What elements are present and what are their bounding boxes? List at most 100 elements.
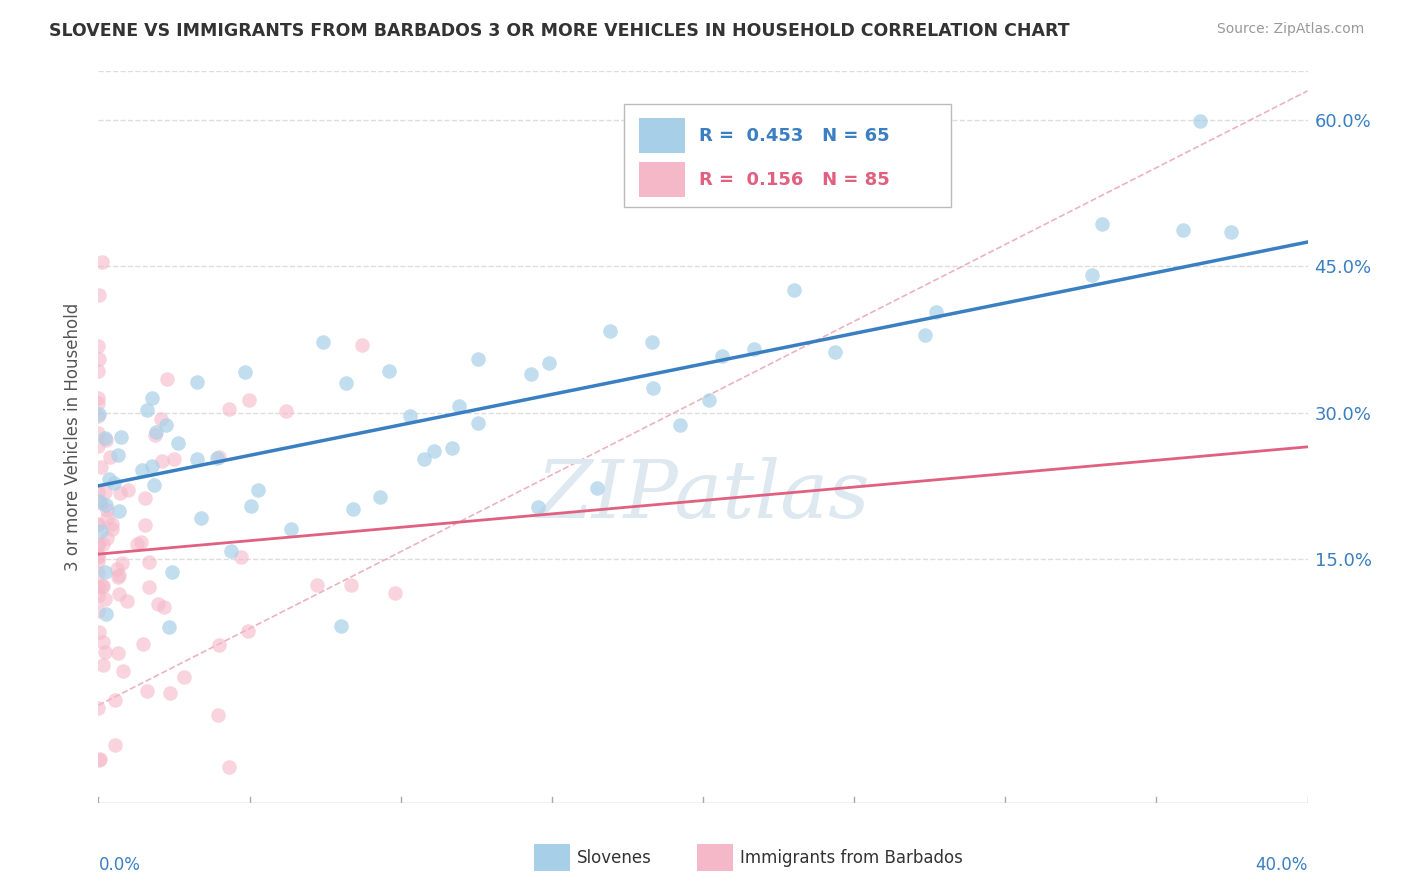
Point bbox=[87, 516, 110, 531]
Point bbox=[233, 365, 256, 379]
Point bbox=[135, 402, 157, 417]
Point bbox=[143, 427, 166, 442]
Text: SLOVENE VS IMMIGRANTS FROM BARBADOS 3 OR MORE VEHICLES IN HOUSEHOLD CORRELATION : SLOVENE VS IMMIGRANTS FROM BARBADOS 3 OR… bbox=[49, 22, 1070, 40]
Point bbox=[134, 517, 156, 532]
Point bbox=[307, 578, 329, 592]
Point bbox=[89, 751, 111, 765]
Point bbox=[125, 536, 148, 550]
Point bbox=[157, 620, 180, 634]
Point bbox=[218, 760, 240, 774]
Point bbox=[96, 503, 118, 517]
Point bbox=[117, 483, 139, 498]
Point bbox=[1091, 217, 1114, 231]
Point bbox=[162, 565, 184, 579]
Point bbox=[87, 425, 110, 440]
Point bbox=[163, 451, 186, 466]
Point bbox=[1189, 114, 1212, 128]
Point bbox=[93, 592, 115, 607]
Point bbox=[742, 342, 765, 356]
Point bbox=[141, 458, 163, 473]
Point bbox=[90, 459, 112, 474]
Point bbox=[422, 444, 444, 458]
Point bbox=[87, 624, 110, 639]
Point bbox=[641, 334, 664, 349]
Point bbox=[104, 693, 127, 707]
Point bbox=[107, 587, 129, 601]
Point bbox=[384, 586, 406, 600]
Point bbox=[586, 481, 609, 495]
Point bbox=[276, 404, 298, 418]
Point bbox=[91, 579, 114, 593]
Point bbox=[103, 475, 125, 490]
Point bbox=[236, 624, 259, 638]
Point bbox=[399, 409, 422, 424]
Point bbox=[94, 645, 117, 659]
Point bbox=[108, 568, 131, 582]
Point bbox=[467, 416, 489, 430]
Point bbox=[107, 448, 129, 462]
Point bbox=[112, 664, 135, 678]
Point bbox=[669, 417, 692, 432]
Point bbox=[108, 504, 131, 518]
FancyBboxPatch shape bbox=[697, 845, 734, 871]
Point bbox=[107, 646, 129, 660]
Point bbox=[186, 375, 208, 389]
FancyBboxPatch shape bbox=[534, 845, 569, 871]
Point bbox=[129, 535, 152, 549]
Text: 0.0%: 0.0% bbox=[98, 856, 141, 874]
Point bbox=[378, 363, 401, 377]
Point bbox=[87, 439, 110, 453]
FancyBboxPatch shape bbox=[638, 118, 685, 153]
Point bbox=[143, 478, 166, 492]
Point bbox=[94, 498, 117, 512]
Point bbox=[115, 594, 138, 608]
Point bbox=[156, 372, 179, 386]
Point bbox=[148, 597, 170, 611]
Point bbox=[90, 524, 112, 538]
Text: R =  0.453   N = 65: R = 0.453 N = 65 bbox=[699, 127, 890, 145]
Point bbox=[141, 391, 163, 405]
Point bbox=[87, 550, 110, 565]
Point bbox=[340, 578, 363, 592]
Point bbox=[413, 452, 436, 467]
Point bbox=[221, 544, 243, 558]
Point bbox=[150, 453, 173, 467]
Point bbox=[87, 548, 110, 562]
Point bbox=[94, 484, 117, 499]
Point bbox=[342, 502, 364, 516]
Point bbox=[208, 450, 231, 464]
Point bbox=[87, 396, 110, 410]
Text: ZIPatlas: ZIPatlas bbox=[536, 457, 870, 534]
Point bbox=[447, 399, 470, 413]
Point bbox=[205, 450, 228, 465]
Point bbox=[145, 425, 167, 440]
Point bbox=[368, 490, 391, 504]
Point bbox=[87, 364, 110, 378]
Point bbox=[1171, 223, 1194, 237]
Point bbox=[186, 452, 208, 467]
Point bbox=[108, 486, 131, 500]
Text: Immigrants from Barbados: Immigrants from Barbados bbox=[741, 848, 963, 867]
Point bbox=[238, 392, 260, 407]
Point bbox=[105, 561, 128, 575]
Point bbox=[87, 580, 110, 594]
Point bbox=[190, 511, 212, 525]
Point bbox=[914, 327, 936, 342]
Point bbox=[104, 738, 127, 752]
Point bbox=[138, 580, 160, 594]
Point bbox=[87, 339, 110, 353]
Point bbox=[87, 700, 110, 714]
Text: 40.0%: 40.0% bbox=[1256, 856, 1308, 874]
Point bbox=[87, 494, 110, 508]
Point bbox=[159, 686, 181, 700]
Text: Source: ZipAtlas.com: Source: ZipAtlas.com bbox=[1216, 22, 1364, 37]
Point bbox=[94, 433, 117, 447]
Point bbox=[91, 255, 114, 269]
Point bbox=[87, 537, 110, 551]
Point bbox=[782, 283, 804, 297]
Point bbox=[1219, 225, 1241, 239]
Point bbox=[90, 578, 112, 592]
Point bbox=[520, 368, 543, 382]
Point bbox=[312, 335, 335, 350]
Point bbox=[527, 500, 550, 514]
